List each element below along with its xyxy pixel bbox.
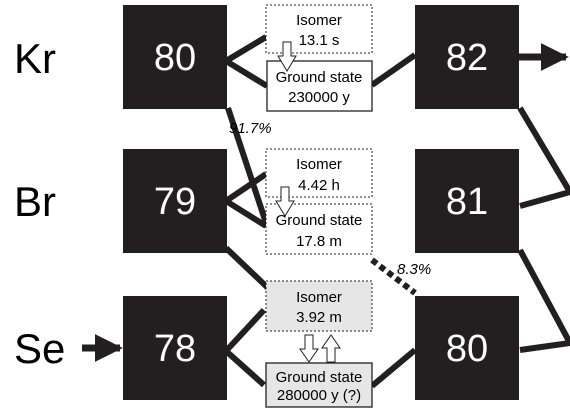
- state-label: Isomer: [296, 156, 342, 173]
- state-label: Isomer: [296, 289, 342, 306]
- down-arrow-icon: [277, 41, 297, 72]
- state-label: Ground state: [276, 369, 363, 386]
- line-se-ground-se80: [370, 347, 417, 389]
- element-label-br: Br: [14, 178, 56, 225]
- line-br-ground-se80-dashed: [370, 257, 417, 296]
- nucleus-kr82: 82: [415, 5, 519, 109]
- up-arrow-icon: [321, 334, 341, 363]
- line-kr80-br-ground: [225, 107, 270, 227]
- state-halflife: 13.1 s: [299, 32, 340, 49]
- element-label-se: Se: [14, 325, 65, 372]
- state-halflife: 230000 y: [288, 89, 350, 106]
- nucleus-kr80: 80: [123, 5, 227, 109]
- mass-number: 82: [446, 37, 488, 79]
- line-br81-se80: [517, 248, 570, 353]
- state-halflife: 4.42 h: [298, 177, 340, 194]
- branch-label-kr-to-br: 91.7%: [229, 120, 272, 137]
- connector-lines: [223, 34, 570, 389]
- down-arrow-icon: [299, 334, 319, 363]
- line-br79-se-isomer: [223, 245, 271, 291]
- nucleus-br81: 81: [415, 149, 519, 253]
- mass-number: 78: [154, 328, 196, 370]
- state-halflife: 17.8 m: [296, 233, 342, 250]
- down-arrow-icon: [275, 186, 295, 217]
- se-isomer-state: Isomer 3.92 m: [265, 280, 373, 332]
- branch-label-br-to-se: 8.3%: [397, 261, 431, 278]
- line-kr80-kr-isomer: [224, 34, 268, 64]
- kr-isomer-state: Isomer 13.1 s: [265, 4, 373, 54]
- state-label: Ground state: [276, 212, 363, 229]
- line-br79-br-isomer: [224, 171, 268, 204]
- mass-number: 80: [446, 328, 488, 370]
- nucleus-br79: 79: [123, 149, 227, 253]
- br-ground-state: Ground state 17.8 m: [265, 203, 373, 255]
- state-halflife: 280000 y (?): [277, 387, 361, 404]
- element-label-kr: Kr: [14, 35, 56, 82]
- line-kr80-kr-ground: [224, 58, 269, 89]
- line-br79-br-ground: [224, 198, 268, 229]
- line-se78-se-isomer: [223, 307, 267, 354]
- mass-number: 81: [446, 181, 488, 223]
- line-kr82-br81: [517, 106, 570, 209]
- line-kr-ground-kr82: [370, 52, 417, 88]
- nucleus-se80: 80: [415, 296, 519, 400]
- mass-number: 80: [154, 37, 196, 79]
- state-halflife: 3.92 m: [296, 309, 342, 326]
- state-label: Ground state: [276, 69, 363, 86]
- kr-ground-state: Ground state 230000 y: [266, 60, 373, 112]
- mass-number: 79: [154, 181, 196, 223]
- nucleus-se78: 78: [123, 296, 227, 400]
- se-ground-state: Ground state 280000 y (?): [265, 362, 373, 408]
- state-label: Isomer: [296, 12, 342, 29]
- line-se78-se-ground: [223, 348, 267, 388]
